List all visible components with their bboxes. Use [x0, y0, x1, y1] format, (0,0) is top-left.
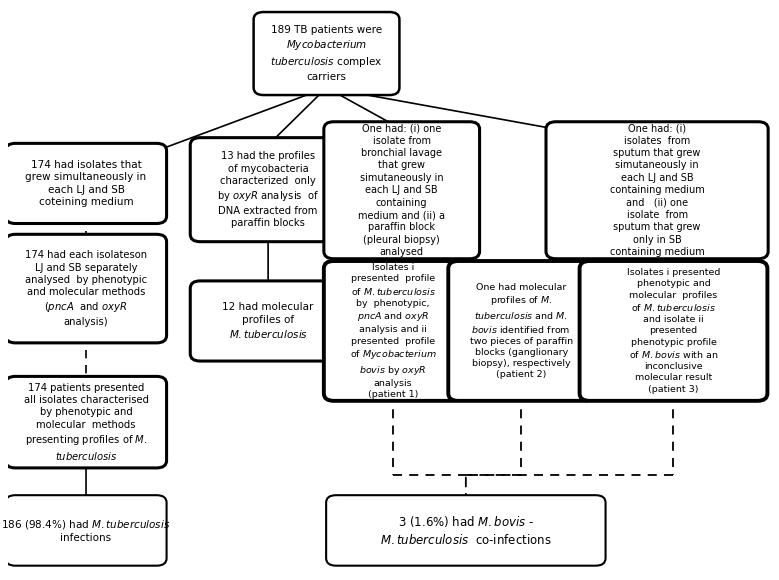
Text: 174 had isolates that
grew simultaneously in
each LJ and SB
coteining medium: 174 had isolates that grew simultaneousl… — [26, 160, 146, 207]
FancyBboxPatch shape — [324, 122, 480, 259]
Text: Isolates i
presented  profile
of $\it{M. tuberculosis}$
by  phenotypic,
$\it{pnc: Isolates i presented profile of $\it{M. … — [350, 263, 436, 399]
FancyBboxPatch shape — [448, 261, 594, 401]
Text: 12 had molecular
profiles of
$\it{M. tuberculosis}$: 12 had molecular profiles of $\it{M. tub… — [223, 302, 314, 340]
FancyBboxPatch shape — [5, 376, 167, 468]
Text: One had: (i) one
isolate from
bronchial lavage
that grew
simutaneously in
each L: One had: (i) one isolate from bronchial … — [358, 123, 446, 258]
Text: 189 TB patients were
$\it{Mycobacterium}$
$\it{tuberculosis}$ complex
carriers: 189 TB patients were $\it{Mycobacterium}… — [270, 26, 382, 82]
Text: 174 patients presented
all isolates characterised
by phenotypic and
molecular  m: 174 patients presented all isolates char… — [23, 383, 149, 462]
Text: One had: (i)
isolates  from
sputum that grew
simutaneously in
each LJ and SB
con: One had: (i) isolates from sputum that g… — [610, 123, 704, 258]
FancyBboxPatch shape — [5, 234, 167, 343]
FancyBboxPatch shape — [580, 261, 767, 401]
Text: 13 had the profiles
of mycobacteria
characterized  only
by $\it{oxyR}$ analysis : 13 had the profiles of mycobacteria char… — [217, 151, 319, 228]
FancyBboxPatch shape — [5, 143, 167, 223]
FancyBboxPatch shape — [546, 122, 768, 259]
FancyBboxPatch shape — [190, 281, 346, 361]
FancyBboxPatch shape — [326, 495, 605, 566]
FancyBboxPatch shape — [5, 495, 167, 566]
Text: 186 (98.4%) had $\it{M. tuberculosis}$
infections: 186 (98.4%) had $\it{M. tuberculosis}$ i… — [2, 518, 171, 543]
Text: 174 had each isolateson
LJ and SB separately
analysed  by phenotypic
and molecul: 174 had each isolateson LJ and SB separa… — [25, 251, 147, 327]
FancyBboxPatch shape — [324, 261, 462, 401]
FancyBboxPatch shape — [254, 12, 400, 95]
Text: 3 (1.6%) had $\it{M. bovis}$ -
$\it{M. tuberculosis}$  co-infections: 3 (1.6%) had $\it{M. bovis}$ - $\it{M. t… — [380, 514, 552, 546]
FancyBboxPatch shape — [190, 137, 346, 242]
Text: One had molecular
profiles of $\it{M.}$
$\it{tuberculosis}$ and $\it{M.}$
$\it{b: One had molecular profiles of $\it{M.}$ … — [470, 282, 573, 379]
Text: Isolates i presented
phenotypic and
molecular  profiles
of $\it{M. tuberculosis}: Isolates i presented phenotypic and mole… — [627, 269, 720, 393]
